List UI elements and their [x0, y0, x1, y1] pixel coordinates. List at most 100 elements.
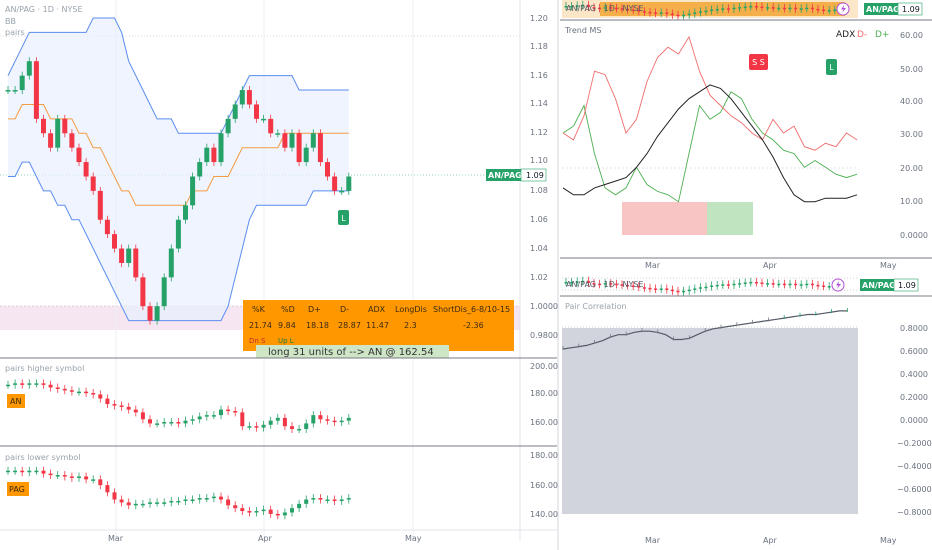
lower-candle	[55, 475, 60, 477]
mini-mid-candle	[575, 281, 579, 283]
pair-correlation-pane[interactable]: Pair Correlation 0.8000 0.6000 0.4000 0.…	[562, 302, 932, 545]
lower-candle	[183, 499, 188, 502]
corr-y-tick: −0.2000	[897, 439, 932, 448]
mini-mid-candle	[810, 283, 814, 286]
y-tick: 0.9800	[530, 331, 558, 340]
corr-y-tick: −0.4000	[897, 462, 932, 471]
main-candle	[33, 61, 39, 119]
mini-mid-candle	[715, 284, 719, 287]
legend-dminus: D-	[857, 30, 867, 40]
mini-top-candle	[805, 7, 809, 10]
mini-mid-candle	[754, 281, 758, 284]
main-candle	[246, 90, 252, 105]
main-candle	[119, 248, 125, 263]
main-candle	[346, 176, 352, 191]
lower-y-tick: 160.00	[530, 481, 558, 490]
mini-top-tag-value-bg	[897, 2, 923, 16]
higher-candle	[13, 383, 18, 385]
lower-pane-title: pairs lower symbol	[5, 453, 81, 462]
mini-top-candle	[665, 12, 669, 14]
lower-candle	[155, 502, 160, 504]
mini-top-candle	[754, 5, 758, 8]
stats-table-bg	[243, 300, 514, 351]
mini-mid-candle	[760, 282, 764, 285]
lower-candle	[233, 505, 238, 509]
mini-top-candle	[782, 7, 786, 10]
mini-mid-candle	[749, 281, 753, 284]
long-marker-label: L	[341, 214, 346, 223]
long-zone	[707, 202, 753, 235]
mini-chart-top[interactable]: AN/PAG · 1D · NYSE AN/PAG 1.09	[562, 0, 923, 20]
corr-y-tick: 0.6000	[900, 347, 928, 356]
higher-candle	[282, 417, 287, 427]
lower-candle	[13, 470, 18, 473]
mini-mid-tag-bg	[860, 279, 894, 291]
mini-top-candle	[682, 14, 686, 17]
x-label-may: May	[405, 534, 422, 543]
higher-candle	[275, 417, 280, 421]
lower-candle	[162, 502, 167, 504]
higher-candle	[346, 417, 351, 421]
mini-mid-candle	[682, 290, 686, 293]
higher-candle	[332, 420, 337, 423]
mini-mid-candle	[710, 285, 714, 287]
main-candle	[69, 133, 75, 148]
mini-top-candle	[693, 12, 697, 14]
lower-candle	[98, 479, 103, 486]
higher-y-tick: 200.00	[530, 362, 558, 371]
mini-top-candle	[833, 9, 837, 11]
higher-candle	[119, 405, 124, 407]
left-time-axis[interactable]: Mar Apr May	[0, 529, 557, 543]
stat-header-longdis: LongDis	[395, 305, 427, 314]
main-candle	[90, 176, 96, 191]
mini-top-candle	[738, 7, 742, 9]
trend-y-tick: 50.00	[900, 65, 923, 74]
y-tick: 1.18	[530, 42, 548, 51]
mini-mid-candle	[626, 284, 630, 287]
main-candle	[133, 248, 139, 278]
higher-candle	[41, 383, 46, 385]
stat-dn-s: Dn S	[249, 337, 266, 345]
mini-mid-tag-value-bg	[893, 278, 919, 292]
main-candle	[282, 133, 288, 148]
main-candle	[26, 61, 32, 76]
stat-value-k: 21.74	[249, 321, 272, 330]
stat-header-shortdis: ShortDis_6-8/10-15	[433, 305, 510, 314]
x-label-apr: Apr	[258, 534, 273, 543]
lower-symbol-pane[interactable]: pairs lower symbol PAG 180.00 160.00 140…	[5, 451, 558, 520]
higher-y-tick: 180.00	[530, 389, 558, 398]
mini-top-candle	[648, 11, 652, 14]
higher-candle	[148, 419, 152, 424]
main-candle	[275, 133, 281, 135]
price-tag-value: 1.09	[526, 171, 544, 180]
mini-top-tag-value: 1.09	[902, 5, 920, 14]
higher-candle	[183, 420, 188, 424]
higher-candle	[162, 422, 167, 424]
main-candle	[317, 133, 323, 163]
mini-mid-candle	[631, 285, 635, 287]
lower-candle	[346, 498, 351, 500]
trend-ms-pane[interactable]: Trend MS ADX D- D+ S S L 60.00 50.00 40.…	[562, 26, 928, 270]
trend-x-may: May	[880, 261, 897, 270]
mini-top-candle	[581, 4, 585, 7]
mini-mid-candle	[676, 290, 680, 293]
higher-candle	[6, 384, 10, 387]
short-marker-label: S S	[752, 58, 765, 67]
y-tick: 1.10	[530, 156, 548, 165]
main-candle	[83, 162, 89, 177]
y-tick: 1.20	[530, 14, 548, 23]
price-tag-symbol: AN/PAG	[488, 171, 522, 180]
main-candle	[183, 205, 188, 220]
mini-mid-candle	[693, 288, 697, 290]
mini-top-candle	[570, 5, 574, 8]
corr-title: Pair Correlation	[565, 302, 627, 311]
higher-symbol-pane[interactable]: pairs higher symbol AN 200.00 180.00 160…	[5, 362, 558, 433]
main-price-axis[interactable]: 1.20 1.18 1.16 1.14 1.12 1.10 1.08 1.06 …	[486, 0, 558, 540]
higher-candle	[233, 410, 238, 413]
mini-chart-mid[interactable]: AN/PAG · 1D · NYSE AN/PAG 1.09	[562, 276, 919, 296]
higher-candle	[226, 409, 231, 412]
main-candle	[112, 234, 117, 249]
mini-mid-candle	[726, 284, 730, 286]
mini-top-candle	[698, 11, 702, 13]
